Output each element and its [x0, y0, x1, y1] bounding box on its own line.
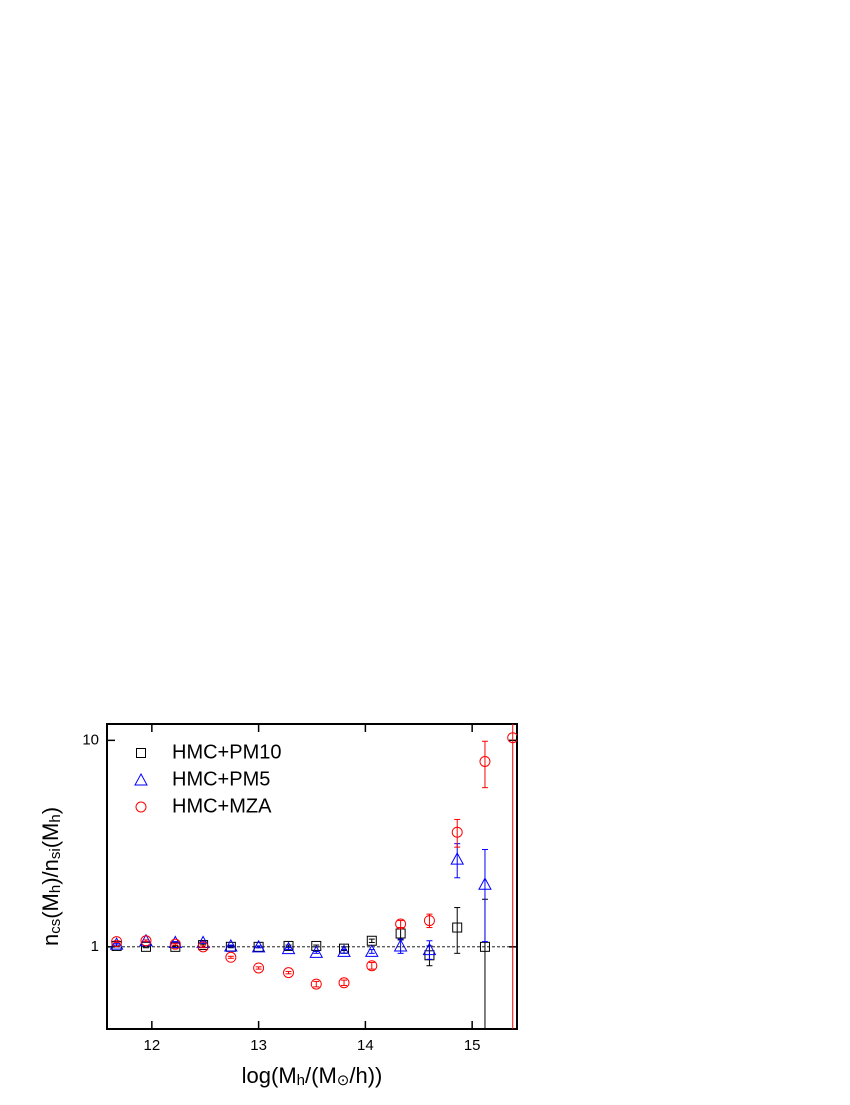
marker: [310, 978, 322, 990]
x-tick-label: 12: [144, 1037, 161, 1054]
legend-label: HMC+MZA: [172, 795, 272, 817]
marker: [224, 938, 238, 952]
marker: [309, 945, 324, 958]
label-part: n: [38, 934, 63, 946]
legend-label: HMC+PM10: [172, 741, 281, 763]
marker: [111, 936, 123, 948]
label-part: h: [297, 1072, 305, 1089]
marker: [478, 877, 492, 890]
label-part: ⊙: [337, 1072, 350, 1089]
marker: [169, 938, 181, 950]
legend-label: HMC+PM5: [172, 768, 270, 790]
marker: [168, 935, 183, 948]
marker: [225, 951, 237, 963]
y-tick-label: 10: [82, 731, 99, 748]
label-part: ): [38, 807, 63, 814]
label-part: h: [47, 885, 64, 893]
marker: [311, 940, 322, 951]
marker: [366, 960, 378, 972]
label-part: /h)): [349, 1063, 382, 1088]
x-tick-label: 15: [464, 1037, 481, 1054]
label-part: si: [47, 848, 64, 859]
xlabel-text: log(Mh/(M⊙/h)): [242, 1063, 383, 1090]
marker: [479, 941, 490, 952]
marker: [479, 755, 491, 767]
legend-marker: [135, 801, 147, 813]
marker: [338, 977, 350, 989]
marker: [283, 967, 295, 979]
legend-marker: [136, 748, 146, 758]
marker: [423, 915, 435, 927]
label-part: /(M: [305, 1063, 337, 1088]
marker: [283, 940, 294, 951]
label-part: )/n: [38, 859, 63, 885]
marker: [109, 937, 124, 950]
label-part: (M: [38, 893, 63, 919]
marker: [140, 941, 151, 952]
y-tick-label: 1: [91, 938, 99, 955]
marker: [422, 942, 437, 956]
marker: [253, 962, 265, 974]
x-tick-label: 14: [357, 1037, 374, 1054]
marker: [452, 922, 463, 933]
legend-marker: [134, 772, 148, 786]
plot-area: [109, 724, 517, 1029]
x-tick-label: 13: [250, 1037, 267, 1054]
marker: [507, 732, 517, 744]
marker: [451, 826, 463, 838]
marker: [140, 935, 152, 947]
marker: [395, 918, 407, 930]
ylabel-text: ncs(Mh)/nsi(Mh): [38, 807, 65, 946]
marker: [337, 944, 351, 957]
marker: [281, 941, 296, 955]
marker: [197, 941, 209, 953]
label-part: log(M: [242, 1063, 297, 1088]
label-part: (M: [38, 823, 63, 849]
marker: [450, 852, 465, 865]
plot-frame: [106, 723, 518, 1030]
label-part: cs: [47, 919, 64, 934]
marker: [251, 939, 266, 953]
marker: [393, 938, 408, 952]
label-part: h: [47, 814, 64, 822]
marker: [364, 944, 379, 957]
